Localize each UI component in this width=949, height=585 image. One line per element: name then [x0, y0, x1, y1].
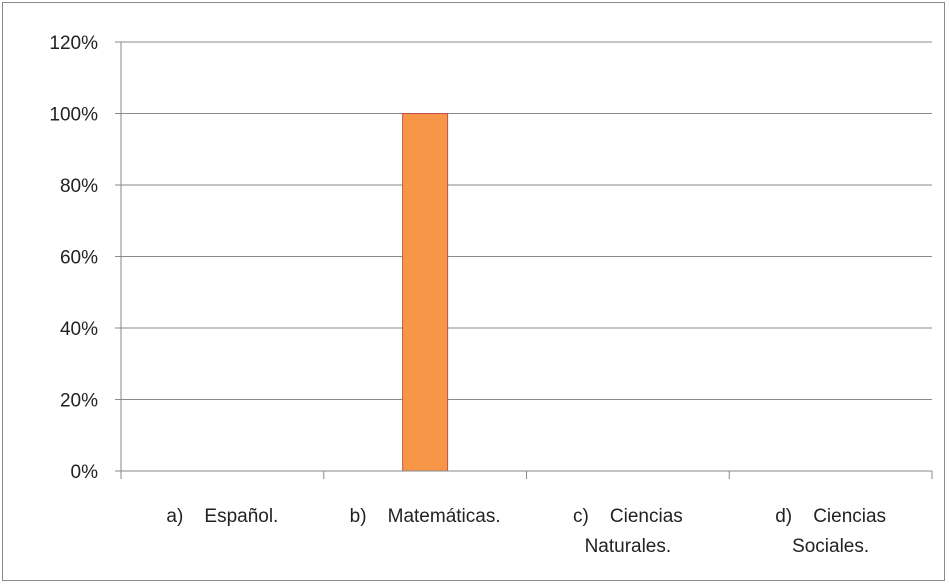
x-category-label: d) Ciencias Sociales. [775, 506, 886, 557]
x-category-label-line: Naturales. [585, 536, 672, 557]
x-axis [120, 470, 933, 479]
y-tick-label: 80% [60, 176, 98, 197]
y-axis-tick-labels: 0% 20% 40% 60% 80% 100% 120% [49, 33, 98, 483]
x-category-label: c) Ciencias Naturales. [573, 506, 683, 557]
x-category-label: a) Español. [166, 506, 278, 527]
bar [402, 113, 449, 472]
x-category-label-line: d) Ciencias [775, 506, 886, 527]
x-axis-category-labels: a) Español. b) Matemáticas. c) Ciencias Nat… [166, 506, 886, 557]
y-tick-label: 20% [60, 391, 98, 412]
x-category-label-line: a) Español. [166, 506, 278, 527]
x-category-label-line: Sociales. [792, 536, 869, 557]
x-category-label-line: b) Matemáticas. [350, 506, 501, 527]
x-category-label: b) Matemáticas. [350, 506, 501, 527]
y-tick-label: 0% [71, 462, 99, 483]
y-tick-label: 40% [60, 319, 98, 340]
y-tick-label: 60% [60, 248, 98, 269]
grid-lines [115, 41, 932, 472]
y-tick-label: 100% [49, 105, 98, 126]
x-category-label-line: c) Ciencias [573, 506, 683, 527]
y-tick-label: 120% [49, 33, 98, 54]
bars [402, 113, 449, 472]
